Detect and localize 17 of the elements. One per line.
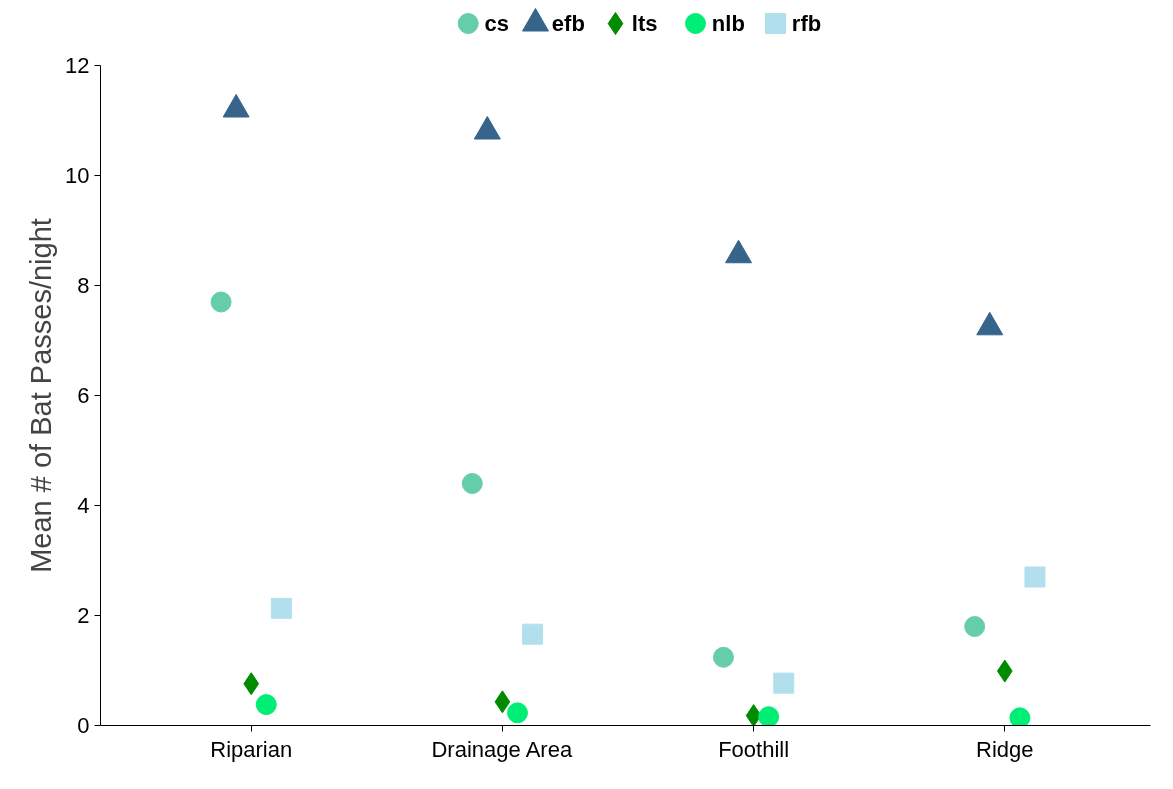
x-tick-label: Drainage Area	[431, 736, 573, 762]
y-tick-label: 12	[65, 53, 90, 78]
legend-label: efb	[551, 11, 585, 36]
legend-label: lts	[631, 11, 658, 36]
x-tick-label: Riparian	[210, 736, 293, 762]
x-tick-label: Foothill	[718, 736, 790, 762]
legend-label: rfb	[791, 11, 822, 36]
y-tick-label: 8	[77, 273, 90, 298]
y-tick-label: 4	[77, 493, 90, 518]
legend-label: nlb	[711, 11, 745, 36]
y-tick-label: 0	[77, 713, 90, 738]
y-axis-title: Mean # of Bat Passes/night	[25, 218, 58, 573]
y-tick-label: 2	[77, 603, 90, 628]
y-tick-label: 10	[65, 163, 90, 188]
legend-label: cs	[484, 11, 510, 36]
x-tick-label: Ridge	[976, 736, 1034, 762]
y-tick-label: 6	[77, 383, 90, 408]
